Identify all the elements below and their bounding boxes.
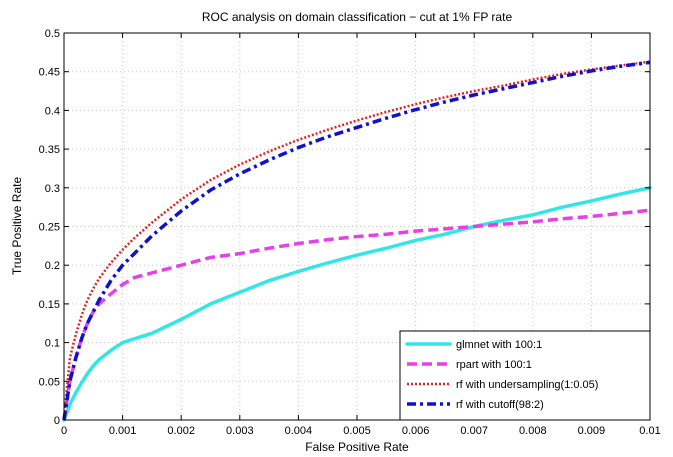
x-axis-label: False Positive Rate: [305, 440, 409, 454]
tick-layer: 0 0.001 0.002 0.003 0.004 0.005 0.006 0.007 0.00…: [39, 28, 661, 437]
legend-label: rf with undersampling(1:0.05): [456, 379, 598, 391]
y-axis-label: True Positive Rate: [10, 177, 24, 276]
legend-label: rf with cutoff(98:2): [456, 399, 544, 411]
legend-label: rpart with 100:1: [456, 359, 532, 371]
y-tick-label: 0: [54, 415, 60, 427]
chart-title: ROC analysis on domain classification − …: [202, 10, 513, 24]
x-tick-label: 0.008: [519, 425, 547, 437]
y-tick-label: 0.35: [39, 144, 60, 156]
legend: glmnet with 100:1 rpart with 100:1 rf with…: [399, 330, 651, 421]
y-tick-label: 0.3: [45, 183, 60, 195]
y-tick-label: 0.5: [45, 28, 60, 40]
y-tick-label: 0.1: [45, 338, 60, 350]
y-tick-label: 0.4: [45, 105, 60, 117]
series-line-3: [62, 60, 651, 421]
x-tick-label: 0.007: [460, 425, 488, 437]
y-tick-label: 0.15: [39, 299, 60, 311]
x-tick-label: 0.004: [285, 425, 313, 437]
x-tick-label: 0.009: [578, 425, 606, 437]
y-tick-label: 0.45: [39, 67, 60, 79]
legend-label: glmnet with 100:1: [456, 339, 542, 351]
y-tick-label: 0.2: [45, 260, 60, 272]
series-layer: [62, 60, 652, 422]
y-tick-label: 0.05: [39, 376, 60, 388]
x-tick-label: 0.006: [402, 425, 430, 437]
x-tick-label: 0.005: [343, 425, 371, 437]
x-tick-label: 0.01: [639, 425, 660, 437]
x-tick-label: 0.001: [109, 425, 137, 437]
x-tick-label: 0: [61, 425, 67, 437]
series-line-4: [62, 60, 651, 421]
y-tick-label: 0.25: [39, 222, 60, 234]
x-tick-label: 0.002: [167, 425, 195, 437]
series-line-1: [62, 186, 652, 422]
x-tick-label: 0.003: [226, 425, 254, 437]
